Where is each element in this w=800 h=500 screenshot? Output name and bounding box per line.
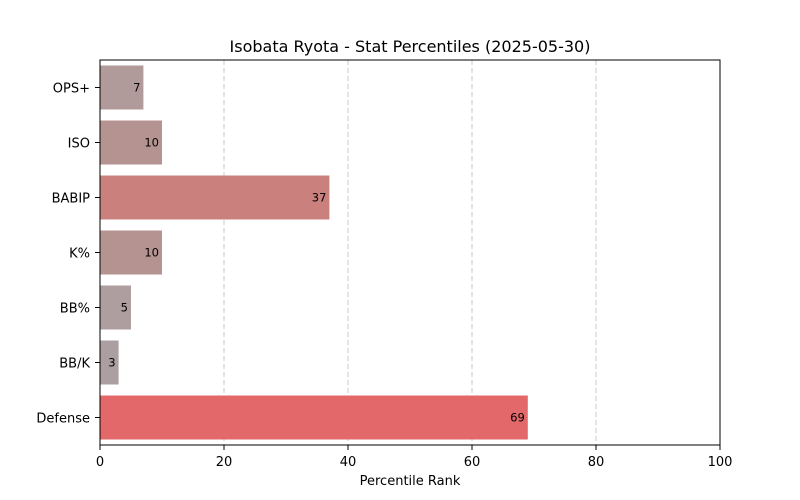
bar (100, 120, 162, 165)
bar-value-label: 69 (510, 411, 525, 425)
x-tick-label: 40 (340, 455, 357, 470)
y-tick-label: Defense (36, 412, 90, 427)
x-tick-label: 0 (96, 455, 104, 470)
bar (100, 65, 144, 110)
bars: 7 10 37 10 5 3 69 (100, 65, 528, 440)
bar-value-label: 3 (108, 356, 115, 370)
bar-value-label: 10 (144, 246, 159, 260)
bar-value-label: 37 (312, 191, 327, 205)
y-tick-label: ISO (68, 137, 90, 152)
y-tick-label: OPS+ (53, 82, 90, 97)
x-axis-ticks: 0 20 40 60 80 100 (96, 445, 733, 470)
bar (100, 285, 131, 330)
y-tick-label: BB/K (59, 357, 90, 372)
bar-value-label: 7 (133, 81, 140, 95)
chart-title: Isobata Ryota - Stat Percentiles (2025-0… (230, 37, 591, 56)
bar-value-label: 10 (144, 136, 159, 150)
x-tick-label: 100 (708, 455, 733, 470)
plot-frame (99, 59, 721, 446)
y-tick-label: BABIP (52, 192, 91, 207)
bar (100, 175, 330, 220)
bar (100, 230, 162, 275)
x-tick-label: 80 (588, 455, 605, 470)
grid-lines (223, 60, 597, 445)
y-axis-ticks: OPS+ ISO BABIP K% BB% BB/K Defense (36, 82, 100, 427)
y-tick-label: BB% (60, 302, 90, 317)
x-tick-label: 20 (216, 455, 233, 470)
y-tick-label: K% (69, 247, 90, 262)
bar (100, 395, 528, 440)
x-tick-label: 60 (464, 455, 481, 470)
x-axis-label: Percentile Rank (360, 474, 461, 489)
bar (100, 340, 119, 385)
bar-value-label: 5 (121, 301, 128, 315)
